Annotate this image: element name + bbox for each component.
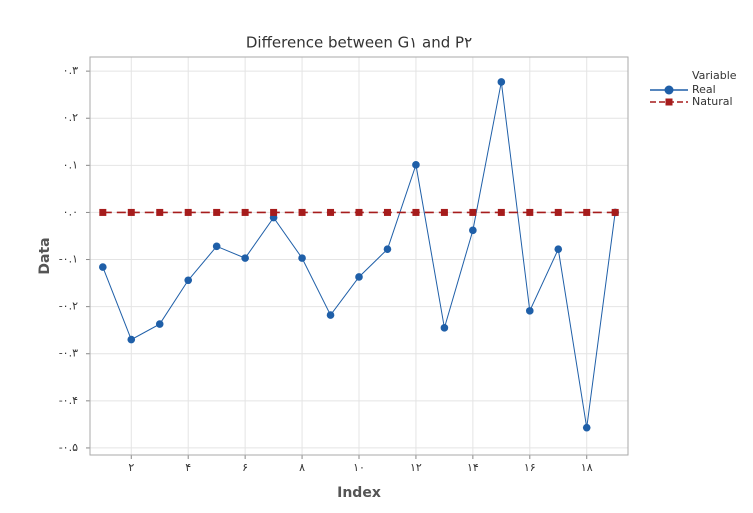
x-tick-label: ۱۴ [467, 461, 479, 474]
y-tick-label: -۰.۱ [59, 253, 78, 266]
marker [298, 208, 306, 216]
marker [383, 208, 391, 216]
marker [127, 335, 136, 344]
marker [412, 208, 420, 216]
marker [355, 273, 363, 281]
marker [583, 208, 591, 216]
y-axis-label: Data [37, 237, 53, 274]
marker [326, 311, 335, 319]
y-tick-label: ۰.۳ [63, 64, 78, 77]
marker [127, 208, 135, 216]
marker [526, 208, 534, 216]
x-tick-label: ۱۸ [581, 461, 593, 474]
marker [554, 208, 562, 216]
x-axis-label: Index [337, 485, 381, 501]
marker [241, 254, 249, 262]
x-tick-label: ۲ [128, 461, 134, 474]
y-tick-label: ۰.۰ [63, 205, 78, 218]
x-tick-label: ۱۶ [524, 461, 536, 474]
marker [213, 208, 221, 216]
marker [440, 208, 448, 216]
y-tick-label: -۰.۵ [59, 441, 78, 454]
x-tick-label: ۴ [185, 461, 191, 474]
marker [156, 208, 164, 216]
chart-title: Difference between G۱ and P۲ [246, 34, 472, 52]
marker [582, 423, 591, 432]
marker [611, 208, 619, 216]
x-tick-label: ۶ [242, 461, 248, 474]
marker [497, 78, 506, 86]
y-tick-label: -۰.۳ [59, 347, 78, 360]
marker [327, 208, 335, 216]
marker [440, 324, 449, 332]
legend-label: Natural [692, 95, 733, 108]
marker [497, 208, 505, 216]
legend-marker [664, 85, 674, 95]
marker [99, 208, 107, 216]
marker [99, 263, 107, 271]
marker [270, 208, 278, 216]
x-tick-label: ۱۲ [410, 461, 422, 474]
legend-title: Variable [692, 69, 737, 82]
y-tick-label: -۰.۴ [59, 394, 78, 407]
marker [525, 307, 534, 315]
marker [155, 320, 164, 328]
marker [469, 226, 477, 235]
marker [383, 245, 392, 253]
marker [469, 208, 477, 216]
y-tick-label: ۰.۱ [63, 158, 78, 171]
legend-label: Real [692, 83, 716, 96]
plot-frame [89, 56, 629, 456]
marker [212, 242, 221, 251]
marker [298, 254, 306, 262]
y-tick-label: ۰.۲ [63, 111, 78, 124]
marker [355, 208, 363, 216]
y-tick-label: -۰.۲ [59, 300, 78, 313]
marker [412, 161, 420, 169]
legend-marker [665, 98, 673, 106]
x-tick-label: ۸ [299, 461, 305, 474]
marker [554, 245, 563, 253]
marker [241, 208, 249, 216]
x-tick-label: ۱۰ [353, 461, 365, 474]
marker [184, 208, 192, 216]
marker [184, 276, 193, 285]
